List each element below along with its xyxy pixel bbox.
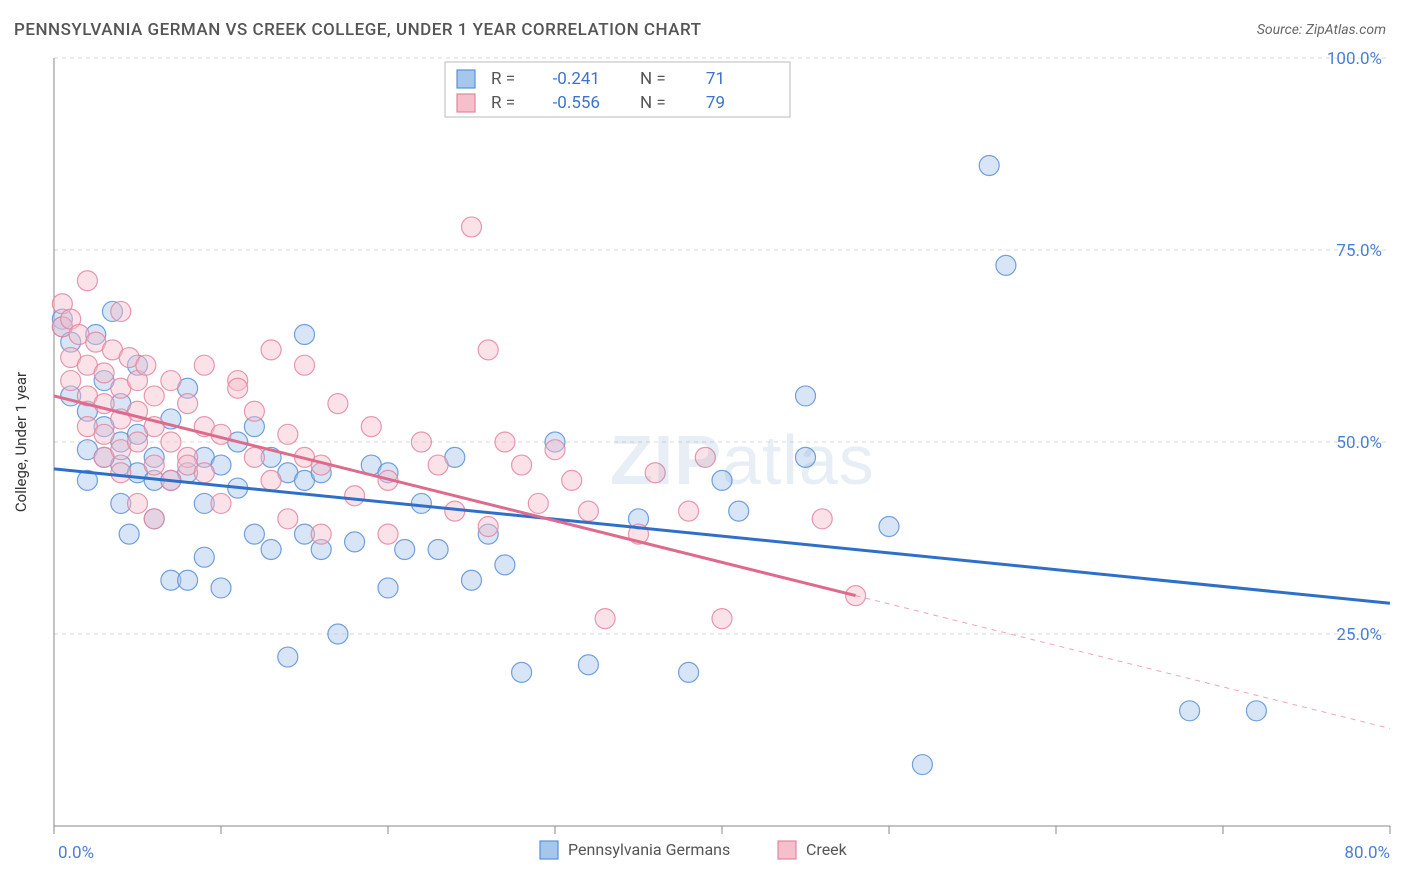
correlation-scatter-chart: 25.0% 50.0% 75.0% 100.0% 0.0% 80.0% College, U… bbox=[0, 0, 1406, 892]
svg-text:79: 79 bbox=[706, 93, 725, 113]
svg-text:0.0%: 0.0% bbox=[58, 843, 94, 863]
svg-text:100.0%: 100.0% bbox=[1327, 49, 1382, 69]
svg-text:College, Under 1 year: College, Under 1 year bbox=[12, 372, 30, 512]
svg-text:80.0%: 80.0% bbox=[1344, 843, 1390, 863]
svg-text:Creek: Creek bbox=[806, 840, 848, 859]
svg-text:25.0%: 25.0% bbox=[1336, 625, 1382, 645]
svg-text:R =: R = bbox=[491, 93, 515, 113]
svg-text:75.0%: 75.0% bbox=[1336, 241, 1382, 261]
svg-text:-0.556: -0.556 bbox=[553, 93, 600, 113]
svg-text:N =: N = bbox=[640, 69, 666, 89]
svg-text:-0.241: -0.241 bbox=[553, 69, 600, 89]
svg-text:R =: R = bbox=[491, 69, 515, 89]
svg-text:N =: N = bbox=[640, 93, 666, 113]
svg-text:50.0%: 50.0% bbox=[1336, 433, 1382, 453]
svg-text:71: 71 bbox=[706, 69, 725, 89]
svg-text:Pennsylvania Germans: Pennsylvania Germans bbox=[568, 840, 730, 859]
